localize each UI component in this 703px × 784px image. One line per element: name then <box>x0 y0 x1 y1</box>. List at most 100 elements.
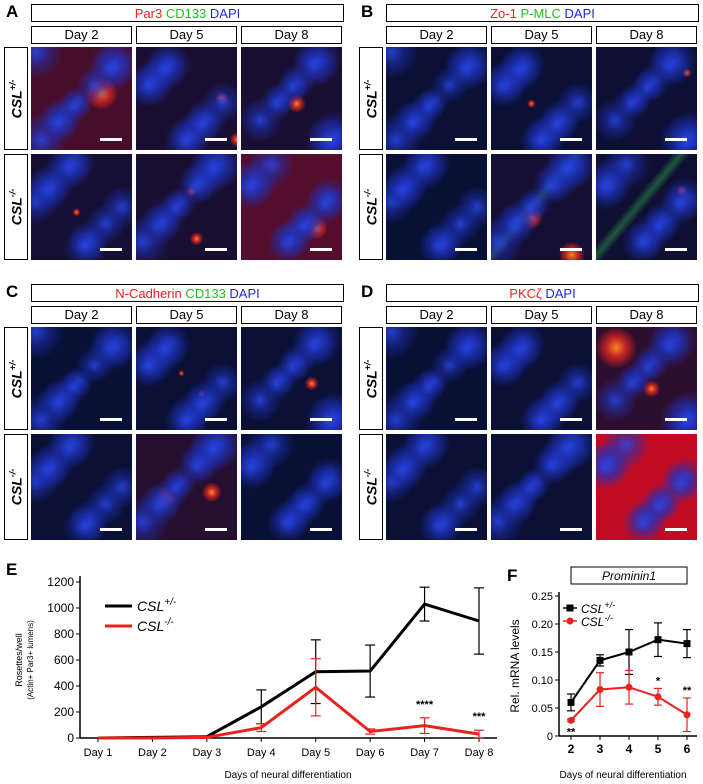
panel-d-stain-header: PKCζ DAPI <box>386 284 699 302</box>
panel-c-stain-header: N-Cadherin CD133 DAPI <box>31 284 344 302</box>
genotype-base: CSL <box>363 89 380 118</box>
day-header: Day 8 <box>596 306 697 324</box>
micrograph-a-het-1 <box>136 47 237 150</box>
stain-label: N-Cadherin <box>115 286 182 301</box>
micrograph-a-het-2 <box>241 47 342 150</box>
scale-bar <box>665 248 687 251</box>
stain-label: PKCζ <box>509 286 542 301</box>
stain-label: DAPI <box>560 6 595 21</box>
legend-label: CSL+/- <box>581 600 615 616</box>
day-header: Day 2 <box>31 26 132 44</box>
micrograph-c-het-0 <box>31 327 132 430</box>
scale-bar <box>100 418 122 421</box>
scale-bar <box>665 418 687 421</box>
y-tick-label: 0 <box>547 731 553 743</box>
genotype-base: CSL <box>8 197 25 226</box>
genotype-base: CSL <box>363 197 380 226</box>
day-header: Day 2 <box>386 26 487 44</box>
x-tick-label: Day 7 <box>410 747 439 759</box>
y-tick-label: 800 <box>54 627 74 641</box>
x-tick-label: Day 1 <box>84 747 113 759</box>
micrograph-b-ko-1 <box>491 154 592 260</box>
stain-label: DAPI <box>541 286 576 301</box>
stain-label: DAPI <box>225 286 260 301</box>
genotype-base: CSL <box>363 477 380 506</box>
y-tick-label: 1000 <box>47 601 74 615</box>
chart-title: Prominin1 <box>602 569 656 583</box>
significance-mark: **** <box>416 699 434 711</box>
y-tick-label: 1200 <box>47 575 74 589</box>
data-point <box>625 648 633 656</box>
scale-bar <box>100 138 122 141</box>
scale-bar <box>455 248 477 251</box>
significance-mark: * <box>656 675 661 687</box>
micrograph-d-ko-1 <box>491 434 592 540</box>
x-tick-label: Day 6 <box>356 747 385 759</box>
y-tick-label: 0.05 <box>532 703 553 715</box>
scale-bar <box>665 528 687 531</box>
micrograph-a-het-0 <box>31 47 132 150</box>
genotype-sup: -/- <box>7 188 18 198</box>
x-axis-label: Days of neural differentiation <box>559 770 686 781</box>
genotype-base: CSL <box>8 369 25 398</box>
micrograph-a-ko-2 <box>241 154 342 260</box>
stain-label: CD133 <box>162 6 207 21</box>
scale-bar <box>560 528 582 531</box>
genotype-label-het: CSL+/- <box>359 327 383 430</box>
data-point <box>596 686 604 694</box>
y-tick-label: 0 <box>67 731 74 745</box>
stain-label: Par3 <box>134 6 163 21</box>
legend-label: CSL-/- <box>137 617 174 634</box>
scale-bar <box>205 248 227 251</box>
scale-bar <box>560 418 582 421</box>
genotype-label-ko: CSL-/- <box>359 434 383 540</box>
data-point <box>596 656 604 664</box>
micrograph-a-ko-1 <box>136 154 237 260</box>
day-header: Day 5 <box>491 26 592 44</box>
significance-mark: *** <box>473 711 487 723</box>
legend-label: CSL+/- <box>137 597 177 614</box>
genotype-label-het: CSL+/- <box>359 47 383 150</box>
micrograph-b-het-1 <box>491 47 592 150</box>
y-tick-label: 0.20 <box>532 619 553 631</box>
panel-label-d: D <box>361 282 374 301</box>
day-header: Day 2 <box>31 306 132 324</box>
day-header: Day 5 <box>136 26 237 44</box>
day-header: Day 8 <box>241 306 342 324</box>
micrograph-c-ko-0 <box>31 434 132 540</box>
micrograph-b-het-2 <box>596 47 697 150</box>
x-axis-label: Days of neural differentiation <box>224 770 351 781</box>
significance-mark: ** <box>567 726 576 738</box>
scale-bar <box>310 528 332 531</box>
genotype-sup: -/- <box>362 188 373 198</box>
chart-f-prominin1: Prominin1 0 0.05 0.10 0.15 0.20 0.25 2 3 4 5 6 Days … <box>508 566 697 781</box>
genotype-sup: +/- <box>362 79 373 90</box>
x-tick-label: 4 <box>626 742 633 756</box>
data-point <box>654 636 662 644</box>
genotype-label-ko: CSL-/- <box>4 434 28 540</box>
micrograph-d-ko-2 <box>596 434 697 540</box>
x-tick-label: 2 <box>568 742 575 756</box>
y-tick-label: 600 <box>54 653 74 667</box>
genotype-sup: +/- <box>362 359 373 370</box>
y-tick-label: 0.15 <box>532 647 553 659</box>
panel-label-b: B <box>361 2 374 21</box>
scale-bar <box>310 138 332 141</box>
scale-bar <box>205 138 227 141</box>
scale-bar <box>665 138 687 141</box>
chart-title-box <box>570 566 688 585</box>
y-tick-label: 0.10 <box>532 675 553 687</box>
genotype-base: CSL <box>8 89 25 118</box>
scale-bar <box>455 528 477 531</box>
x-tick-label: Day 8 <box>465 747 494 759</box>
y-axis-label-2: (Actin+ Par3+ lumens) <box>26 620 35 700</box>
x-tick-label: Day 5 <box>301 747 330 759</box>
scale-bar <box>310 418 332 421</box>
micrograph-c-ko-1 <box>136 434 237 540</box>
micrograph-b-het-0 <box>386 47 487 150</box>
scale-bar <box>205 418 227 421</box>
stain-label: Zo-1 <box>490 6 517 21</box>
legend-label: CSL-/- <box>581 613 613 629</box>
data-point <box>567 716 575 724</box>
data-point <box>683 711 691 719</box>
